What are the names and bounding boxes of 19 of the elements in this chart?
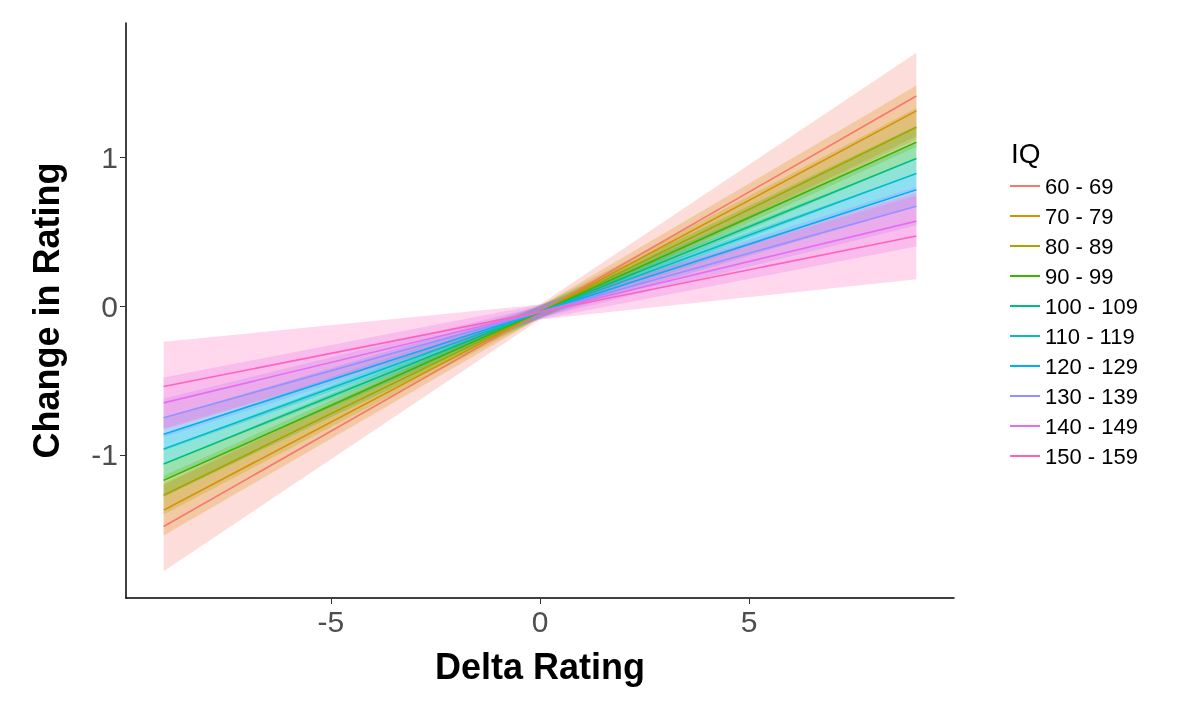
legend-label: 120 - 129	[1045, 353, 1138, 379]
x-tick-label: -5	[317, 604, 345, 638]
legend-label: 110 - 119	[1045, 323, 1135, 349]
legend-label: 150 - 159	[1045, 443, 1138, 469]
legend-label: 70 - 79	[1045, 203, 1114, 229]
x-tick-label: 0	[531, 604, 549, 638]
y-axis-title: Change in Rating	[25, 162, 67, 459]
legend-label: 140 - 149	[1045, 413, 1138, 439]
x-tick-label: 5	[740, 604, 758, 638]
legend-label: 130 - 139	[1045, 383, 1138, 409]
legend-title: IQ	[1011, 137, 1041, 169]
legend-label: 60 - 69	[1045, 173, 1114, 199]
y-tick-label: -1	[91, 438, 118, 472]
x-axis-title: Delta Rating	[434, 645, 646, 687]
legend-label: 80 - 89	[1045, 233, 1114, 259]
legend-label: 100 - 109	[1045, 293, 1138, 319]
y-tick-label: 1	[101, 140, 118, 174]
y-tick-label: 0	[101, 289, 118, 323]
legend-label: 90 - 99	[1045, 263, 1114, 289]
